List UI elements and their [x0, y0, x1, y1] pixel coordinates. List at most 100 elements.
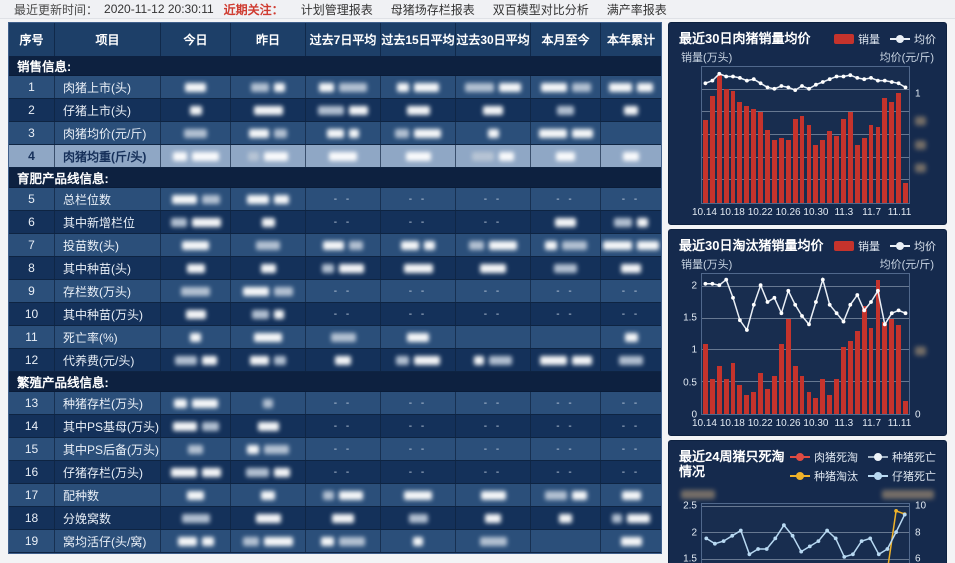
table-cell: [381, 484, 456, 506]
table-cell: [231, 507, 306, 529]
legend-item[interactable]: 仔猪死亡: [868, 468, 936, 484]
redacted-value: [621, 490, 641, 500]
redacted-value: [201, 194, 220, 204]
x-axis-tick-label: 11.11: [887, 207, 912, 218]
table-cell: - -: [531, 280, 601, 302]
redacted-value: [329, 151, 357, 161]
table-cell: [161, 392, 231, 414]
empty-value: - -: [408, 193, 428, 205]
bar: [765, 388, 770, 414]
row-number-cell: 10: [9, 303, 55, 325]
redacted-value: [544, 490, 567, 500]
empty-value: - -: [556, 420, 575, 432]
table-cell: [456, 122, 531, 144]
redacted-value: [414, 355, 440, 365]
gridline: [702, 505, 909, 507]
table-row[interactable]: 8 其中种苗(头): [9, 257, 661, 280]
chart-card: 最近24周猪只死淘情况 肉猪死淘 种猪死亡 种猪淘汰 仔猪死亡 2.5 2 1.5 10 8 6: [668, 440, 947, 563]
gridline: [702, 134, 909, 135]
menu-item-report-link[interactable]: 满产率报表: [606, 2, 667, 17]
redacted-value: [261, 217, 275, 227]
chart-card-header: 最近30日肉猪销量均价 销量 均价: [679, 31, 936, 47]
empty-value: - -: [556, 285, 575, 297]
table-row[interactable]: 3 肉猪均价(元/斤): [9, 122, 661, 145]
table-cell: [231, 349, 306, 371]
redacted-value: [173, 398, 187, 408]
table-row[interactable]: 18 分娩窝数: [9, 507, 661, 530]
legend-item[interactable]: 肉猪死淘: [790, 449, 858, 465]
legend-line-dot-icon: [868, 471, 888, 481]
table-cell: [231, 280, 306, 302]
y-axis-label-right-redacted: [882, 489, 934, 499]
table-cell: - -: [601, 188, 661, 210]
table-cell: - -: [456, 392, 531, 414]
table-row[interactable]: 15 其中PS后备(万头) - - - - - - - - - -: [9, 438, 661, 461]
redacted-value: [480, 490, 506, 500]
empty-value: - -: [621, 466, 641, 478]
table-row[interactable]: 5 总栏位数 - - - - - - - - - -: [9, 188, 661, 211]
gridline: [702, 285, 909, 287]
redacted-value: [479, 536, 507, 546]
axis-tick-label: 0.5: [683, 377, 697, 389]
bar: [737, 102, 743, 203]
table-row[interactable]: 7 投苗数(头): [9, 234, 661, 257]
table-row[interactable]: 19 窝均活仔(头/窝): [9, 530, 661, 553]
table-cell: [231, 122, 306, 144]
redacted-value: [414, 128, 441, 138]
table-cell: [531, 507, 601, 529]
y-axis-label-left-redacted: [681, 489, 715, 499]
table-cell: [601, 211, 661, 233]
chart-card: 最近30日淘汰猪销量均价 销量 均价 销量(万头) 均价(元/斤) 2 1.5 1 0.5 0 0 1…: [668, 229, 947, 436]
table-row[interactable]: 14 其中PS基母(万头) - - - - - - - - - -: [9, 415, 661, 438]
bar: [744, 394, 750, 414]
empty-value: - -: [621, 420, 641, 432]
gridline: [702, 156, 909, 158]
table-row[interactable]: 9 存栏数(万头) - - - - - - - - - -: [9, 280, 661, 303]
bar: [813, 398, 819, 414]
table-row[interactable]: 12 代养费(元/头): [9, 349, 661, 372]
table-cell: [161, 507, 231, 529]
table-cell: [456, 257, 531, 279]
table-row[interactable]: 10 其中种苗(万头) - - - - - - - - - -: [9, 303, 661, 326]
empty-value: - -: [556, 397, 575, 409]
table-row[interactable]: 16 仔猪存栏(万头) - - - - - - - - - -: [9, 461, 661, 484]
legend-item[interactable]: 销量: [834, 238, 880, 254]
bar: [730, 363, 736, 414]
table-row[interactable]: 13 种猪存栏(万头) - - - - - - - - - -: [9, 392, 661, 415]
table-cell: [381, 257, 456, 279]
redacted-value: [627, 513, 650, 523]
menu-item-report-link[interactable]: 计划管理报表: [300, 2, 373, 17]
gridline: [702, 381, 909, 383]
menu-item-report-link[interactable]: 双百模型对比分析: [492, 2, 589, 17]
legend-item[interactable]: 均价: [890, 238, 936, 254]
table-row[interactable]: 4 肉猪均重(斤/头): [9, 145, 661, 168]
table-cell: - -: [381, 211, 456, 233]
legend-item[interactable]: 销量: [834, 31, 880, 47]
table-row[interactable]: 17 配种数: [9, 484, 661, 507]
x-axis-tick-label: 10.26: [775, 207, 801, 218]
table-row[interactable]: 1 肉猪上市(头): [9, 76, 661, 99]
table-cell: [531, 257, 601, 279]
line-series-overlay: [704, 509, 907, 563]
table-cell: [306, 530, 381, 552]
table-cell: [231, 99, 306, 121]
legend-item[interactable]: 均价: [890, 31, 936, 47]
table-cell: [231, 326, 306, 348]
legend-item[interactable]: 种猪淘汰: [790, 468, 858, 484]
redacted-value: [637, 217, 648, 227]
row-number-cell: 7: [9, 234, 55, 256]
table-cell: [456, 145, 531, 167]
table-row[interactable]: 11 死亡率(%): [9, 326, 661, 349]
menu-item-report-link[interactable]: 母猪场存栏报表: [390, 2, 475, 17]
table-row[interactable]: 6 其中新增栏位 - - - - - -: [9, 211, 661, 234]
table-cell: [456, 484, 531, 506]
table-cell: [306, 145, 381, 167]
gridline: [702, 88, 909, 90]
bar: [882, 321, 888, 414]
redacted-value: [413, 536, 423, 546]
legend-item[interactable]: 种猪死亡: [868, 449, 936, 465]
bar: [716, 366, 722, 414]
redacted-value: [609, 82, 632, 92]
table-row[interactable]: 2 仔猪上市(头): [9, 99, 661, 122]
x-axis-tick-label: 10.30: [803, 207, 829, 218]
